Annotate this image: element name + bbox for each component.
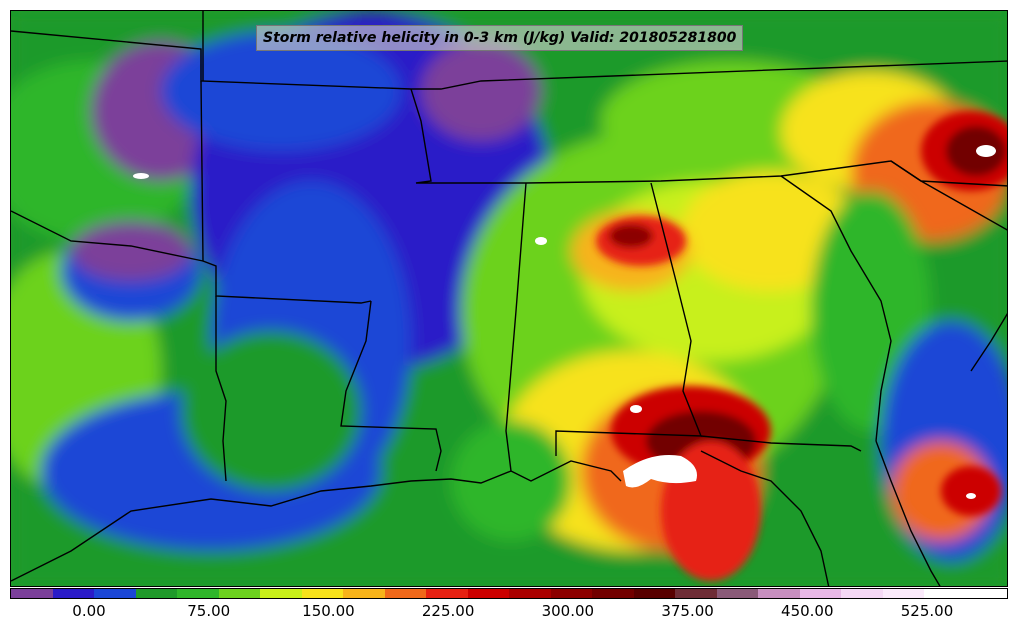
colorbar-segment bbox=[260, 589, 302, 598]
helicity-field bbox=[11, 11, 1007, 586]
colorbar-segment bbox=[799, 589, 841, 598]
colorbar-segment bbox=[841, 589, 883, 598]
colorbar-segment bbox=[467, 589, 509, 598]
colorbar-tick-label: 225.00 bbox=[421, 602, 475, 620]
colorbar-segment bbox=[177, 589, 219, 598]
colorbar-tick-label: 375.00 bbox=[661, 602, 714, 620]
colorbar-tick-label: 75.00 bbox=[187, 602, 231, 620]
colorbar-segment bbox=[965, 589, 1007, 598]
colorbar-segment bbox=[633, 589, 675, 598]
colorbar-segment bbox=[550, 589, 592, 598]
helicity-map: Storm relative helicity in 0-3 km (J/kg)… bbox=[10, 10, 1008, 587]
colorbar-ticks: 0.00 75.00 150.00 225.00 300.00 375.00 450.00 5… bbox=[0, 600, 1018, 630]
colorbar-segment bbox=[592, 589, 634, 598]
colorbar-tick-label: 0.00 bbox=[72, 602, 106, 620]
colorbar-tick-label: 525.00 bbox=[900, 602, 954, 620]
colorbar-tick-label: 300.00 bbox=[541, 602, 595, 620]
helicity-extreme bbox=[133, 145, 996, 499]
colorbar-segment bbox=[301, 589, 343, 598]
colorbar-segment bbox=[94, 589, 136, 598]
colorbar-segment bbox=[675, 589, 717, 598]
colorbar-segment bbox=[758, 589, 800, 598]
colorbar-segment bbox=[343, 589, 385, 598]
colorbar-segment bbox=[135, 589, 177, 598]
colorbar-segment bbox=[924, 589, 966, 598]
colorbar-segment bbox=[716, 589, 758, 598]
colorbar-segment bbox=[11, 589, 53, 598]
colorbar-segment bbox=[882, 589, 924, 598]
colorbar bbox=[10, 588, 1008, 599]
colorbar-segment bbox=[384, 589, 426, 598]
colorbar-segment bbox=[218, 589, 260, 598]
colorbar-tick-label: 150.00 bbox=[302, 602, 355, 620]
colorbar-segment bbox=[509, 589, 551, 598]
colorbar-segment bbox=[426, 589, 468, 598]
map-graphic bbox=[11, 11, 1007, 586]
colorbar-segment bbox=[52, 589, 94, 598]
map-title: Storm relative helicity in 0-3 km (J/kg)… bbox=[256, 25, 744, 51]
colorbar-tick-label: 450.00 bbox=[781, 602, 834, 620]
boundaries bbox=[11, 11, 1007, 586]
